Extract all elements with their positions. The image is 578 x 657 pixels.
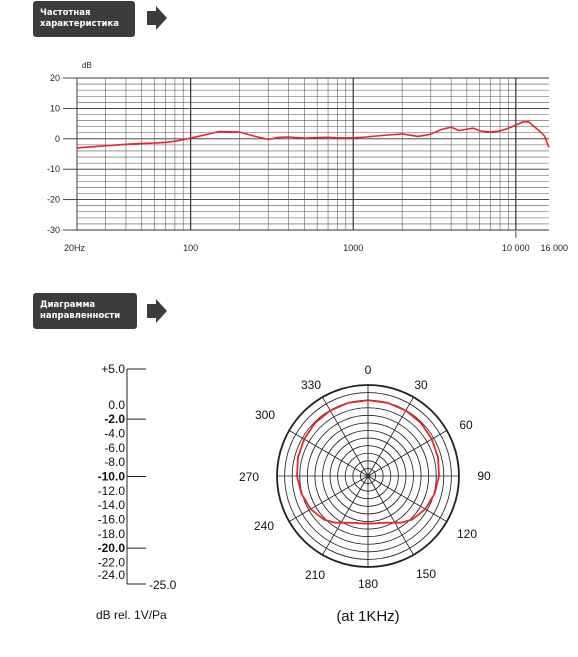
- section-tag-line2: характеристика: [40, 19, 119, 29]
- scale-label: -4.0: [104, 427, 125, 441]
- angle-label: 150: [416, 567, 436, 581]
- y-tick-label: -30: [47, 225, 60, 235]
- polar-spoke: [288, 430, 369, 477]
- scale-label: -25.0: [149, 578, 177, 592]
- scale-label: -8.0: [104, 455, 125, 469]
- polar-spoke: [367, 475, 414, 556]
- section-tag-polar-pattern: Диаграмма направленности: [33, 293, 137, 329]
- scale-label: -14.0: [98, 498, 126, 512]
- polar-spoke: [322, 396, 369, 477]
- polar-spoke: [367, 396, 414, 477]
- polar-response-curve: [296, 399, 440, 525]
- angle-label: 0: [365, 363, 372, 377]
- scale-label: 0.0: [108, 398, 125, 412]
- scale-label: -10.0: [98, 470, 126, 484]
- polar-spoke: [367, 475, 448, 522]
- section-tag-line1: Частотная: [40, 8, 91, 18]
- scale-label: -20.0: [98, 541, 126, 555]
- scale-label: -16.0: [98, 513, 126, 527]
- y-axis-label: dB: [82, 61, 92, 70]
- angle-label: 330: [301, 378, 321, 392]
- section-tag-line2: направленности: [40, 311, 121, 321]
- arrow-right-icon: [147, 299, 167, 323]
- y-tick-label: -20: [47, 195, 60, 205]
- y-tick-label: 10: [50, 103, 60, 113]
- polar-caption: (at 1KHz): [336, 608, 399, 625]
- angle-label: 120: [457, 527, 477, 541]
- y-tick-label: 20: [50, 73, 60, 83]
- angle-label: 60: [459, 418, 473, 432]
- response-curve: [76, 121, 550, 149]
- angle-label: 210: [305, 568, 325, 582]
- angle-label: 270: [239, 470, 259, 484]
- x-tick-label: 20Hz: [64, 243, 86, 253]
- angle-label: 240: [254, 519, 274, 533]
- scale-label: -12.0: [98, 484, 126, 498]
- angle-label: 30: [414, 378, 428, 392]
- y-tick-label: 0: [55, 134, 60, 144]
- x-tick-label: 16 000: [540, 243, 568, 253]
- section-tag-line1: Диаграмма: [40, 300, 96, 310]
- angle-label: 90: [477, 469, 491, 483]
- scale-label: -6.0: [104, 441, 125, 455]
- scale-label: -24.0: [98, 568, 126, 582]
- x-tick-label: 100: [183, 243, 198, 253]
- x-tick-label: 10 000: [502, 243, 530, 253]
- angle-label: 300: [255, 408, 275, 422]
- scale-label: -22.0: [98, 556, 126, 570]
- scale-unit-label: dB rel. 1V/Pa: [96, 608, 167, 622]
- polar-spoke: [322, 475, 369, 556]
- polar-spoke: [288, 475, 369, 522]
- scale-label: +5.0: [101, 362, 125, 376]
- section-tag-frequency-response: Частотная характеристика: [33, 1, 135, 37]
- polar-pattern-chart: +5.00.0-2.0-4.0-6.0-8.0-10.0-12.0-14.0-1…: [96, 362, 491, 625]
- scale-label: -2.0: [104, 412, 125, 426]
- arrow-right-icon: [147, 6, 167, 30]
- angle-label: 180: [358, 577, 378, 591]
- x-tick-label: 1000: [343, 243, 363, 253]
- scale-label: -18.0: [98, 527, 126, 541]
- y-tick-label: -10: [47, 164, 60, 174]
- polar-spoke: [367, 430, 448, 477]
